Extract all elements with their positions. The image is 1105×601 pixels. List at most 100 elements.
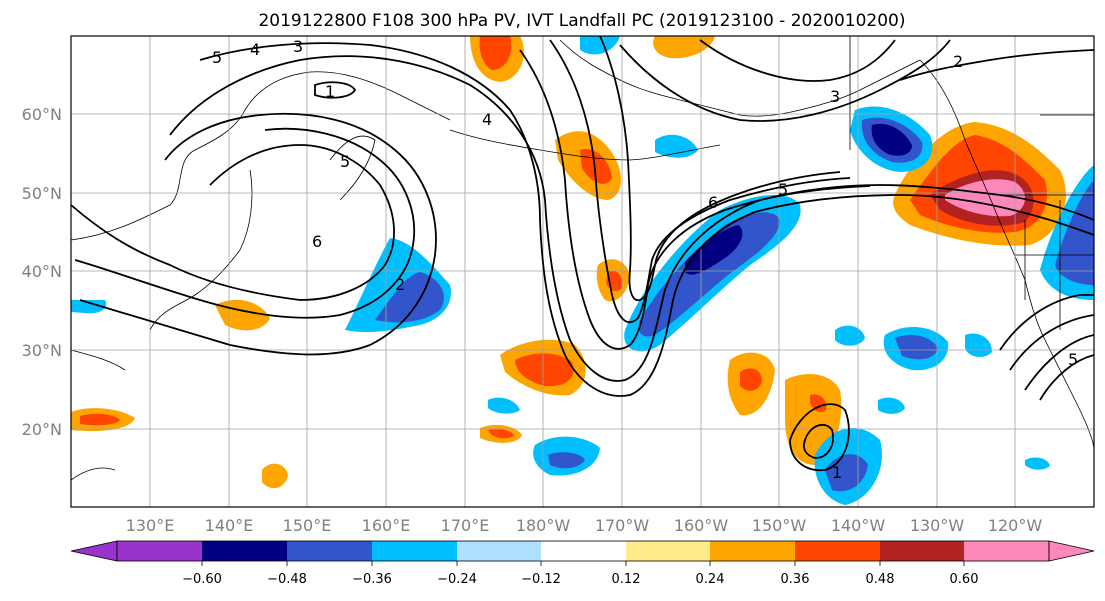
anomaly-negative-small-1 <box>488 397 520 414</box>
lat-label-20n: 20°N <box>22 420 62 439</box>
lat-label-50n: 50°N <box>22 184 62 203</box>
pv-label-closed-1: 1 <box>325 82 335 101</box>
map-frame <box>70 35 1095 508</box>
lon-label-170e: 170°E <box>441 516 490 535</box>
pv-contour-trough-5 <box>599 36 841 302</box>
anomaly-negative-east-2-core <box>895 335 938 360</box>
anomaly-negative-east-4 <box>965 333 992 357</box>
pv-contours <box>71 36 1094 472</box>
colorbar-label-7: 0.24 <box>696 572 725 587</box>
colorbar-label-1: −0.60 <box>182 572 222 587</box>
colorbar-bin-8 <box>710 541 795 561</box>
anomaly-negative-small-3 <box>580 36 620 55</box>
pv-contour-closed-1 <box>314 81 357 99</box>
anomaly-negative-small-4 <box>1025 457 1050 470</box>
colorbar-bin-6 <box>541 541 626 561</box>
anomaly-negative-west-coast-core <box>1055 180 1094 285</box>
anomaly-positive-subtropic-core <box>515 353 574 387</box>
pv-contour-se-1 <box>999 294 1094 351</box>
anomaly-negative-japan <box>71 300 107 314</box>
anomaly-positive-20n-core <box>488 429 514 439</box>
pv-contour-se-4 <box>1039 354 1094 401</box>
pv-label-alaska-3: 3 <box>830 87 840 106</box>
pv-contour-cutoff-1 <box>789 403 850 472</box>
lon-label-160e: 160°E <box>362 516 411 535</box>
anomaly-negative-jet-band-core <box>638 212 780 337</box>
lon-label-160w: 160°W <box>674 516 729 535</box>
pv-contour-ridge-2 <box>74 127 416 319</box>
colorbar-label-8: 0.36 <box>781 572 810 587</box>
ivt-shading <box>71 36 1094 505</box>
anomaly-positive-subtropic-east-core <box>810 394 827 413</box>
canada-border <box>849 36 1094 196</box>
pv-label-ridge-5: 5 <box>340 152 350 171</box>
lon-label-140e: 140°E <box>205 516 254 535</box>
pv-contour-trough-2 <box>199 42 1094 397</box>
pv-contour-alaska-2 <box>699 39 896 82</box>
lon-label-140w: 140°W <box>831 516 886 535</box>
lon-axis: 130°E 140°E 150°E 160°E 170°E 180°W 170°… <box>126 516 1043 535</box>
colorbar-bin-2 <box>202 541 287 561</box>
colorbar-bin-4 <box>372 541 457 561</box>
colorbar-bin-10 <box>880 541 964 561</box>
pv-contour-se-3 <box>1024 334 1094 391</box>
us-states <box>1015 200 1094 330</box>
pv-contour-alaska <box>619 39 951 122</box>
kamchatka-coastline <box>329 135 376 201</box>
pv-label-cutoff-1: 1 <box>832 463 842 482</box>
colorbar-ticks <box>201 561 965 566</box>
colorbar-label-3: −0.36 <box>352 572 392 587</box>
colorbar-frame <box>116 540 1050 562</box>
north-america-coastline <box>919 59 1094 451</box>
asia-coastline <box>71 71 451 481</box>
colorbar-bin-11 <box>964 541 1049 561</box>
lon-label-120w: 120°W <box>988 516 1043 535</box>
lon-label-150w: 150°W <box>752 516 807 535</box>
pv-contour-labels: 5 4 3 1 4 5 6 5 6 2 2 3 5 1 <box>212 37 1078 482</box>
map-panel: 5 4 3 1 4 5 6 5 6 2 2 3 5 1 <box>71 36 1094 507</box>
lon-label-130e: 130°E <box>126 516 175 535</box>
anomaly-negative-subtropic-170w-core <box>548 452 585 469</box>
anomaly-positive-bc-peak <box>945 179 1026 217</box>
pv-contour-se-2 <box>1009 314 1094 371</box>
pv-contour-ridge-1 <box>71 144 395 301</box>
colorbar-extend-max <box>1048 540 1095 562</box>
anomaly-negative-east-5 <box>878 397 905 414</box>
pv-label-nw-5: 5 <box>212 48 222 67</box>
lat-label-40n: 40°N <box>22 262 62 281</box>
anomaly-positive-bering-core <box>479 36 512 70</box>
map-background <box>71 36 1094 507</box>
colorbar: −0.60 −0.48 −0.36 −0.24 −0.12 0.12 0.24 … <box>70 540 1095 587</box>
pv-label-jet-5: 5 <box>778 180 788 199</box>
lat-label-30n: 30°N <box>22 341 62 360</box>
pv-contour-trough-3 <box>519 49 871 350</box>
pv-contour-cutoff-2 <box>802 423 834 459</box>
lon-label-130w: 130°W <box>910 516 965 535</box>
anomaly-positive-philippine <box>262 463 288 489</box>
coastlines <box>71 36 1094 481</box>
colorbar-label-5: −0.12 <box>521 572 561 587</box>
anomaly-positive-scs-core <box>80 413 120 426</box>
pv-label-160e-2: 2 <box>395 275 405 294</box>
pv-contour-ridge-3 <box>79 112 437 356</box>
lon-label-180w: 180°W <box>516 516 571 535</box>
colorbar-bin-7 <box>626 541 710 561</box>
pv-label-ne-2: 2 <box>953 52 963 71</box>
colorbar-bin-9 <box>795 541 880 561</box>
lon-label-170w: 170°W <box>595 516 650 535</box>
colorbar-bin-3 <box>287 541 372 561</box>
colorbar-label-10: 0.60 <box>950 572 979 587</box>
anomaly-positive-kamchatka-core <box>580 149 612 184</box>
anomaly-negative-jet-band-max <box>685 225 743 275</box>
pv-label-nw-3: 3 <box>293 37 303 56</box>
lat-axis: 60°N 50°N 40°N 30°N 20°N <box>22 105 62 439</box>
colorbar-extend-min <box>70 540 118 562</box>
pv-label-ridge-6: 6 <box>312 232 322 251</box>
colorbar-label-4: −0.24 <box>437 572 477 587</box>
map-title: 2019122800 F108 300 hPa PV, IVT Landfall… <box>258 11 905 31</box>
pv-contour-trough-4 <box>549 39 851 324</box>
anomaly-positive-alaska-north <box>653 36 715 59</box>
anomaly-negative-east-3 <box>835 325 865 346</box>
pv-label-jet-6: 6 <box>708 193 718 212</box>
